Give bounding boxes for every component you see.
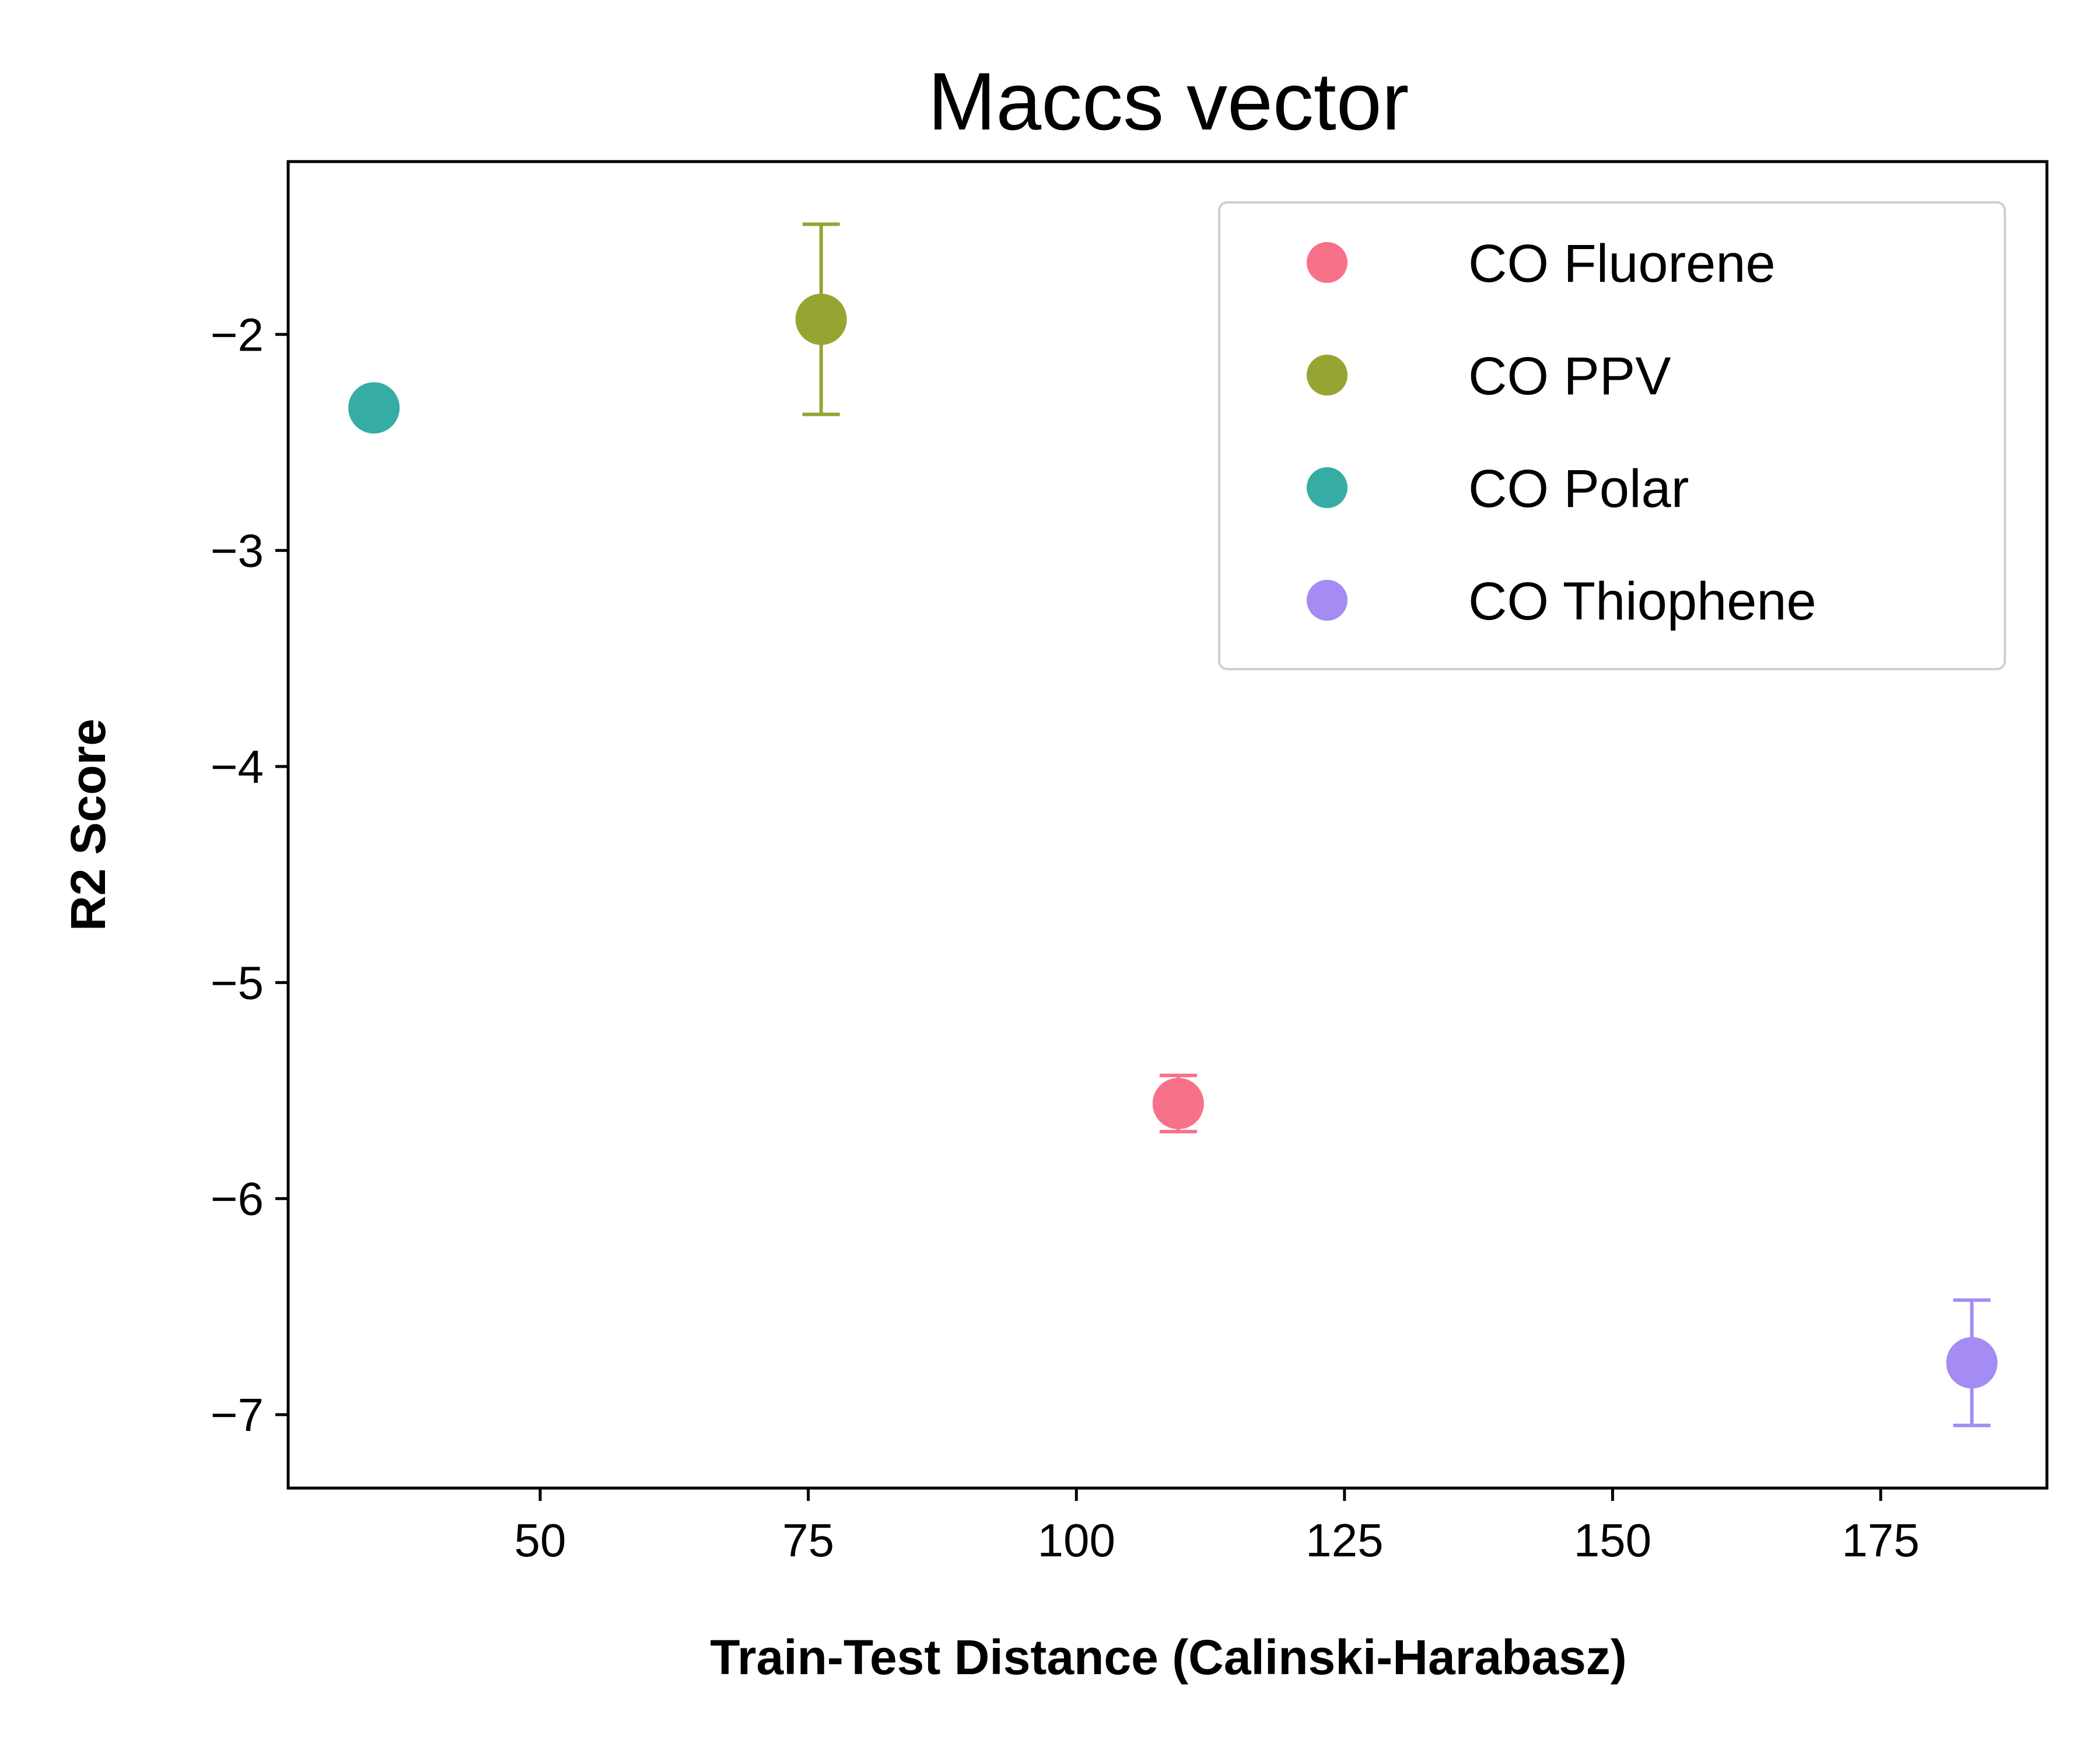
data-point	[795, 293, 847, 345]
data-series	[1946, 1298, 1998, 1427]
y-tick-label: −7	[211, 1389, 264, 1441]
legend-marker	[1307, 467, 1348, 508]
data-point	[1946, 1337, 1998, 1389]
x-tick-label: 125	[1306, 1514, 1383, 1566]
data-point	[348, 382, 400, 434]
y-tick-label: −3	[211, 525, 264, 577]
x-tick-label: 50	[514, 1514, 566, 1566]
data-series	[1152, 1073, 1204, 1133]
legend-marker	[1307, 355, 1348, 396]
legend-frame	[1218, 201, 2006, 670]
x-tick-label: 150	[1574, 1514, 1651, 1566]
y-tick-label: −5	[211, 957, 264, 1009]
plot-frame	[286, 160, 2049, 1490]
y-axis: −7 −6 −5 −4 −3 −2	[211, 309, 288, 1441]
y-tick-label: −6	[211, 1173, 264, 1225]
y-axis-title: R2 Score	[61, 719, 116, 931]
plot-area	[348, 222, 1998, 1427]
legend-label: CO Fluorene	[1468, 234, 1776, 293]
legend-marker	[1307, 580, 1348, 621]
x-axis-title: Train-Test Distance (Calinski-Harabasz)	[710, 1630, 1627, 1685]
legend-label: CO Polar	[1468, 459, 1689, 519]
legend-label: CO Thiophene	[1468, 572, 1817, 631]
legend-label: CO PPV	[1468, 346, 1671, 406]
chart-title: Maccs vector	[928, 55, 1409, 147]
legend: CO Fluorene CO PPV CO Polar CO Thiophene	[1218, 201, 2006, 670]
data-series	[348, 382, 400, 434]
data-series	[795, 222, 847, 416]
x-axis: 50 75 100 125 150 175	[514, 1488, 1920, 1566]
legend-marker	[1307, 242, 1348, 283]
y-tick-label: −4	[211, 741, 264, 793]
x-tick-label: 75	[782, 1514, 834, 1566]
x-tick-label: 100	[1037, 1514, 1115, 1566]
y-tick-label: −2	[211, 309, 264, 360]
data-point	[1152, 1077, 1204, 1129]
x-tick-label: 175	[1842, 1514, 1919, 1566]
